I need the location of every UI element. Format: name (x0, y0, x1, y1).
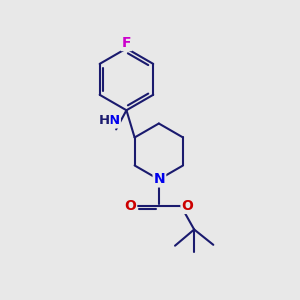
Text: O: O (124, 199, 136, 213)
Text: N: N (154, 172, 165, 186)
Text: H: H (98, 114, 110, 128)
Text: O: O (182, 199, 193, 213)
Text: F: F (122, 36, 131, 50)
Text: N: N (109, 114, 120, 128)
